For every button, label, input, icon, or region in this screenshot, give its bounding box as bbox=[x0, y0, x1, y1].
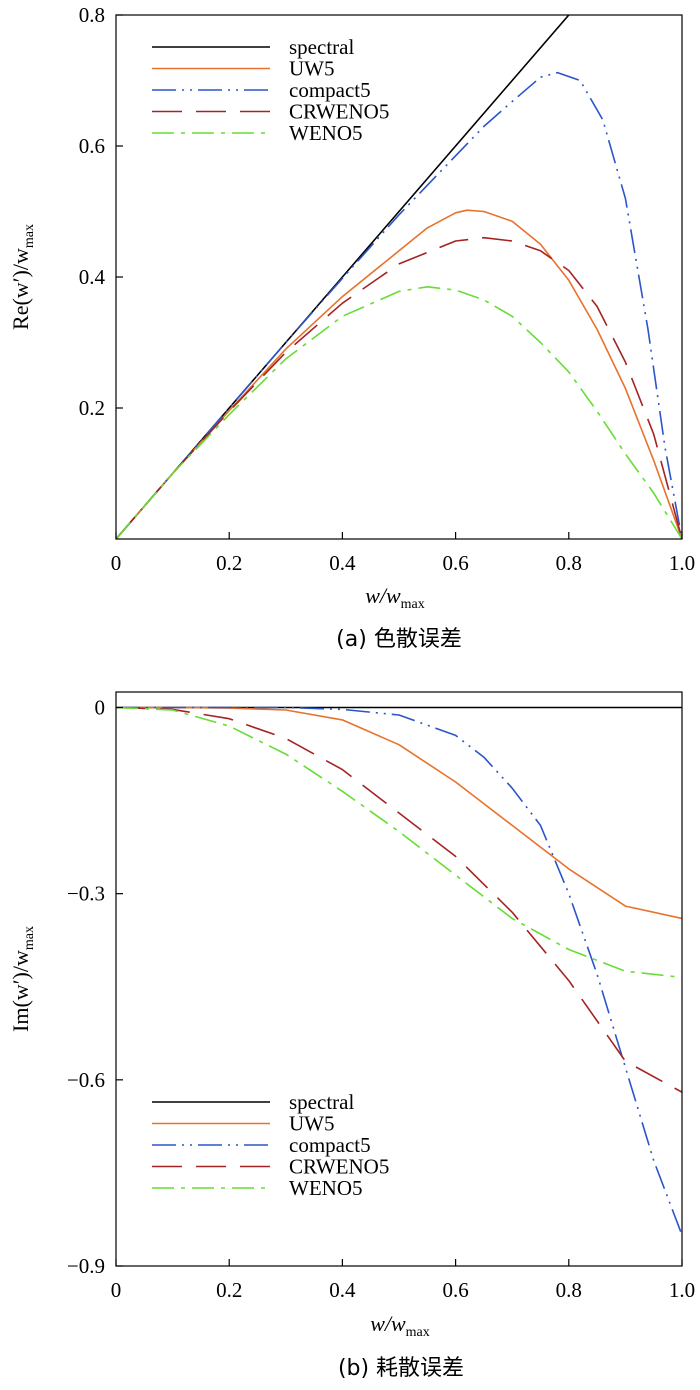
panel-b-series-line-compact5 bbox=[116, 706, 682, 1236]
panel-b-x-axis-label-main: w/w bbox=[370, 1311, 406, 1336]
panel-a-legend-label-crweno5: CRWENO5 bbox=[289, 100, 389, 124]
panel-b-dissipation-error: 0 0.2 0.4 0.6 0.8 1.0 0 −0.3 −0.6 −0.9 spectralUW… bbox=[8, 691, 695, 1381]
panel-a-x-tick-label: 0.6 bbox=[442, 551, 468, 575]
panel-b-legend-label-spectral: spectral bbox=[289, 1090, 354, 1114]
panel-b-y-tick-label: −0.9 bbox=[67, 1254, 105, 1278]
panel-a-legend-label-weno5: WENO5 bbox=[289, 121, 362, 145]
panel-a-x-tick-label: 0 bbox=[111, 551, 122, 575]
panel-a-x-tick-label: 0.8 bbox=[556, 551, 582, 575]
panel-a-y-axis-label-main: Re(w′)/w bbox=[8, 248, 33, 330]
panel-a-series-line-uw5 bbox=[116, 209, 682, 539]
panel-a-legend-label-spectral: spectral bbox=[289, 35, 354, 59]
panel-b-y-tick-label: −0.6 bbox=[67, 1068, 105, 1092]
panel-b-legend-label-crweno5: CRWENO5 bbox=[289, 1155, 389, 1179]
panel-b-caption: (b) 耗散误差 bbox=[338, 1356, 464, 1381]
panel-a-y-tick-label: 0.4 bbox=[79, 265, 106, 289]
panel-a-x-tick-label: 0.2 bbox=[216, 551, 242, 575]
panel-b-series-line-crweno5 bbox=[116, 706, 682, 1093]
panel-b-y-axis-label: Im(w′)/wmax bbox=[8, 926, 37, 1032]
panel-a-legend-label-compact5: compact5 bbox=[289, 78, 371, 102]
panel-a-ticks: 0 0.2 0.4 0.6 0.8 1.0 0.2 0.4 0.6 0.8 bbox=[79, 3, 695, 575]
panel-b-x-tick-label: 0.6 bbox=[442, 1278, 468, 1302]
panel-a-dispersion-error: 0 0.2 0.4 0.6 0.8 1.0 0.2 0.4 0.6 0.8 spectralUW5… bbox=[8, 3, 695, 652]
panel-b-x-tick-label: 0 bbox=[111, 1278, 122, 1302]
panel-a-x-tick-label: 0.4 bbox=[329, 551, 356, 575]
panel-a-series-line-weno5 bbox=[116, 286, 682, 539]
panel-b-y-axis-label-main: Im(w′)/w bbox=[8, 950, 33, 1032]
panel-a-legend-label-uw5: UW5 bbox=[289, 57, 335, 81]
panel-a-y-axis-label: Re(w′)/wmax bbox=[8, 224, 37, 330]
panel-b-legend-label-uw5: UW5 bbox=[289, 1112, 335, 1136]
panel-a-series-line-crweno5 bbox=[116, 236, 682, 539]
panel-a-x-axis-label-main: w/w bbox=[365, 583, 401, 608]
panel-b-x-axis-label: w/wmax bbox=[370, 1311, 430, 1340]
panel-a-x-axis-label-sub: max bbox=[401, 597, 425, 612]
panel-b-y-tick-label: −0.3 bbox=[67, 882, 105, 906]
panel-a-y-tick-label: 0.6 bbox=[79, 134, 105, 158]
panel-b-x-tick-label: 1.0 bbox=[669, 1278, 695, 1302]
panel-a-series-line-compact5 bbox=[116, 71, 682, 539]
panel-a-plot-frame bbox=[115, 14, 683, 540]
panel-a-x-axis-label: w/wmax bbox=[365, 583, 425, 612]
panel-b-ticks: 0 0.2 0.4 0.6 0.8 1.0 0 −0.3 −0.6 −0.9 bbox=[67, 696, 695, 1302]
panel-b-legend-label-compact5: compact5 bbox=[289, 1133, 371, 1157]
panel-b-series-line-weno5 bbox=[116, 706, 682, 979]
panel-b-series bbox=[116, 706, 682, 1236]
panel-b-x-axis-label-sub: max bbox=[406, 1325, 430, 1340]
panel-a-y-tick-label: 0.8 bbox=[79, 3, 105, 27]
panel-b-x-tick-label: 0.2 bbox=[216, 1278, 242, 1302]
panel-b-y-tick-label: 0 bbox=[95, 696, 106, 720]
panel-a-series bbox=[116, 15, 682, 539]
panel-b-x-tick-label: 0.4 bbox=[329, 1278, 356, 1302]
panel-a-y-axis-label-sub: max bbox=[22, 224, 37, 248]
panel-b-x-tick-label: 0.8 bbox=[556, 1278, 582, 1302]
panel-b-y-axis-label-sub: max bbox=[22, 926, 37, 950]
panel-b-legend-label-weno5: WENO5 bbox=[289, 1176, 362, 1200]
panel-a-caption: (a) 色散误差 bbox=[336, 627, 462, 652]
panel-a-x-tick-label: 1.0 bbox=[669, 551, 695, 575]
panel-a-y-tick-label: 0.2 bbox=[79, 396, 105, 420]
panel-b-plot-frame bbox=[115, 691, 683, 1267]
